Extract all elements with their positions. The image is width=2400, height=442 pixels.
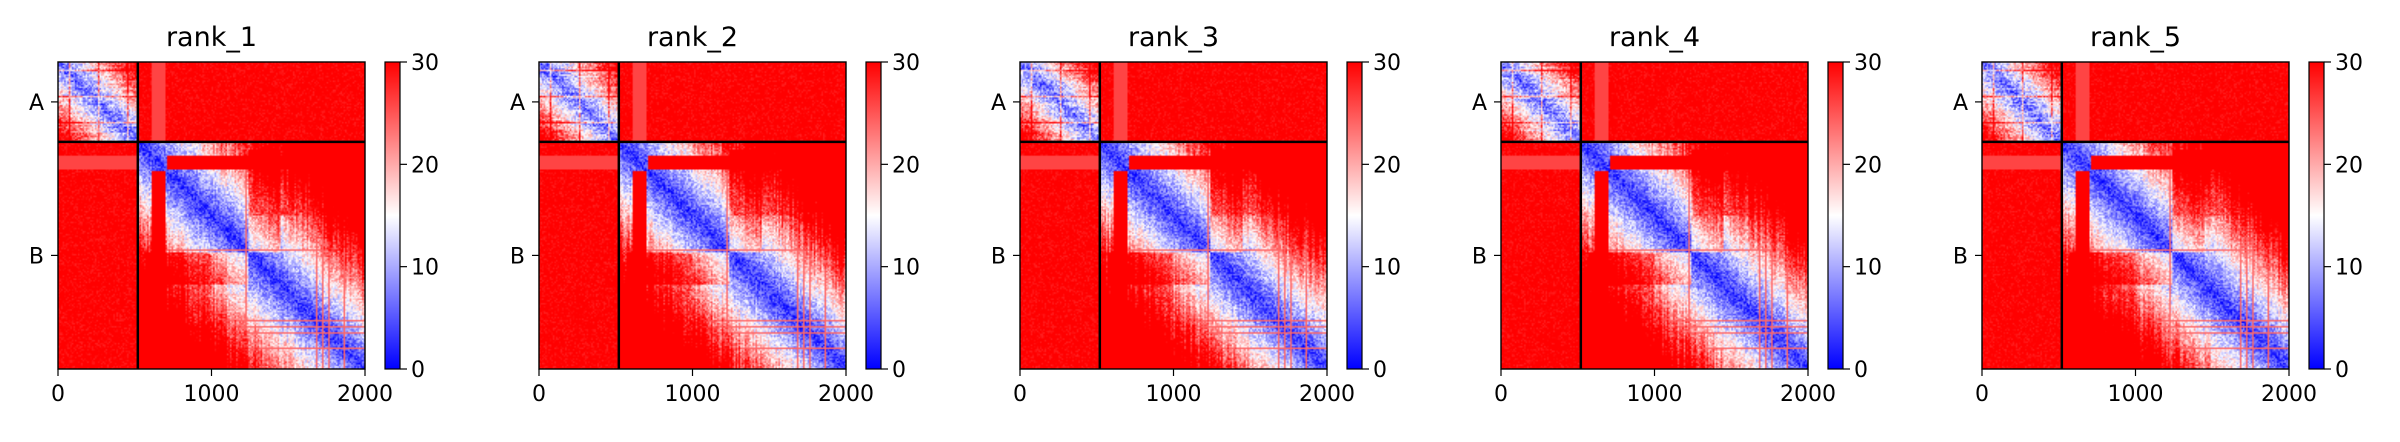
y-tick-label-chain-A: A [510, 91, 525, 116]
heatmap-image [58, 62, 365, 369]
chart-title: rank_3 [1128, 22, 1219, 53]
colorbar-tick-label: 20 [892, 153, 920, 178]
colorbar-tick-label: 20 [1854, 153, 1882, 178]
colorbar-tick-label: 20 [1373, 153, 1401, 178]
y-tick-label-chain-A: A [1472, 91, 1487, 116]
colorbar-tick-label: 30 [1373, 51, 1401, 76]
x-tick-label: 2000 [818, 382, 874, 407]
colorbar-tick-label: 0 [892, 358, 906, 383]
x-tick-label: 1000 [665, 382, 721, 407]
chart-title: rank_2 [647, 22, 738, 53]
heatmap-image [539, 62, 846, 369]
colorbar-tick-label: 10 [2335, 256, 2363, 281]
colorbar-tick-label: 0 [411, 358, 425, 383]
x-tick-label: 2000 [337, 382, 393, 407]
y-tick-label-chain-B: B [991, 244, 1006, 269]
x-tick-label: 1000 [1627, 382, 1683, 407]
colorbar-tick-label: 30 [1854, 51, 1882, 76]
heatmap-panel-3: rank_3 0 1000 2000 A B 0 10 20 30 [962, 0, 1442, 438]
colorbar-tick-label: 20 [2335, 153, 2363, 178]
colorbar-tick-label: 0 [1854, 358, 1868, 383]
x-tick-label: 2000 [1780, 382, 1836, 407]
x-tick-label: 2000 [1299, 382, 1355, 407]
y-tick-label-chain-B: B [29, 244, 44, 269]
x-tick-label: 0 [51, 382, 65, 407]
heatmap-panel-5: rank_5 0 1000 2000 A B 0 10 20 30 [1924, 0, 2400, 438]
y-tick-label-chain-B: B [1472, 244, 1487, 269]
chart-svg: rank_1 0 1000 2000 A B 0 10 20 30 [29, 22, 439, 407]
heatmap-panel-2: rank_2 0 1000 2000 A B 0 10 20 30 [481, 0, 961, 438]
heatmap-panel-4: rank_4 0 1000 2000 A B 0 10 20 30 [1443, 0, 1923, 438]
colorbar-tick-label: 20 [411, 153, 439, 178]
x-tick-label: 2000 [2261, 382, 2317, 407]
colorbar [1827, 61, 1844, 370]
y-tick-label-chain-B: B [1953, 244, 1968, 269]
colorbar [384, 61, 401, 370]
chart-title: rank_1 [166, 22, 257, 53]
x-tick-label: 0 [1013, 382, 1027, 407]
colorbar-tick-label: 10 [411, 256, 439, 281]
chart-svg: rank_5 0 1000 2000 A B 0 10 20 30 [1953, 22, 2363, 407]
colorbar [2308, 61, 2325, 370]
y-tick-label-chain-A: A [991, 91, 1006, 116]
heatmap-panel-1: rank_1 0 1000 2000 A B 0 10 20 30 [0, 0, 480, 438]
x-tick-label: 1000 [2108, 382, 2164, 407]
colorbar [1346, 61, 1363, 370]
colorbar-tick-label: 10 [1854, 256, 1882, 281]
colorbar-tick-label: 10 [892, 256, 920, 281]
colorbar-tick-label: 30 [411, 51, 439, 76]
y-tick-label-chain-A: A [29, 91, 44, 116]
x-tick-label: 0 [1975, 382, 1989, 407]
colorbar-tick-label: 30 [892, 51, 920, 76]
colorbar-tick-label: 10 [1373, 256, 1401, 281]
x-tick-label: 1000 [184, 382, 240, 407]
heatmap-image [1501, 62, 1808, 369]
colorbar-tick-label: 30 [2335, 51, 2363, 76]
x-tick-label: 0 [1494, 382, 1508, 407]
heatmap-image [1982, 62, 2289, 369]
chart-title: rank_5 [2090, 22, 2181, 53]
colorbar-tick-label: 0 [1373, 358, 1387, 383]
chart-svg: rank_3 0 1000 2000 A B 0 10 20 30 [991, 22, 1401, 407]
chart-svg: rank_4 0 1000 2000 A B 0 10 20 30 [1472, 22, 1882, 407]
colorbar-tick-label: 0 [2335, 358, 2349, 383]
y-tick-label-chain-B: B [510, 244, 525, 269]
y-tick-label-chain-A: A [1953, 91, 1968, 116]
chart-title: rank_4 [1609, 22, 1700, 53]
chart-svg: rank_2 0 1000 2000 A B 0 10 20 30 [510, 22, 920, 407]
x-tick-label: 1000 [1146, 382, 1202, 407]
x-tick-label: 0 [532, 382, 546, 407]
heatmap-image [1020, 62, 1327, 369]
colorbar [865, 61, 882, 370]
